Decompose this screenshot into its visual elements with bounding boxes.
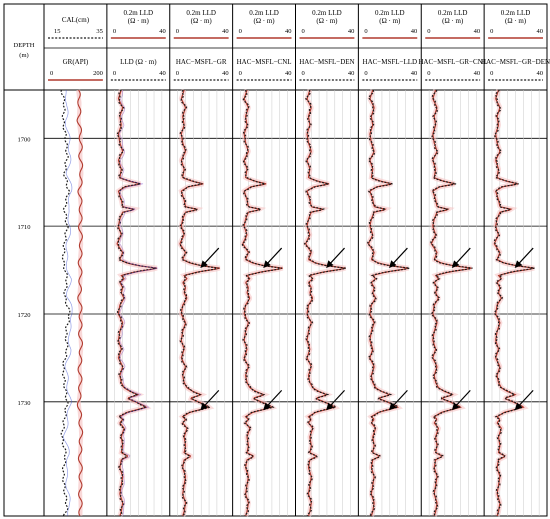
annotation-arrow (388, 247, 408, 268)
measured-resistivity-curve (493, 89, 535, 517)
track-top-curve-unit: (Ω · m) (316, 17, 338, 25)
predicted-resistivity-curve (303, 89, 346, 516)
track-top-curve-name: 0.2m LLD (312, 9, 342, 17)
track-top-scale-max: 40 (474, 28, 481, 35)
track-top-curve-unit: (Ω · m) (505, 17, 527, 25)
track-top-scale-max: 40 (411, 28, 418, 35)
track-top-scale-min: 0 (364, 28, 367, 35)
track-top-scale-min: 15 (54, 28, 61, 35)
track-top-curve-name: 0.2m LLD (501, 9, 531, 17)
track-bottom-scale-min: 0 (364, 70, 367, 77)
track-bottom-scale-min: 0 (302, 70, 305, 77)
track-bottom-curve-name: HAC−MSFL−LLD (363, 58, 418, 66)
annotation-arrow (514, 389, 534, 411)
track-bottom-curve-name: HAC−MSFL−GR−CNL (418, 58, 487, 66)
track-top-scale-max: 40 (537, 28, 544, 35)
track-bottom-scale-max: 40 (537, 70, 544, 77)
depth-axis-unit: (m) (19, 52, 28, 59)
annotation-arrow (326, 389, 345, 411)
track-top-scale-min: 0 (176, 28, 179, 35)
figure-border (3, 3, 548, 517)
track-top-curve-name: 0.2m LLD (124, 9, 154, 17)
track-top-curve-unit: (Ω · m) (379, 17, 401, 25)
track-bottom-scale-min: 0 (176, 70, 179, 77)
annotation-arrow (514, 247, 534, 268)
track-top-scale-max: 40 (159, 28, 166, 35)
track-top-curve-unit: (Ω · m) (442, 17, 464, 25)
track-bottom-scale-max: 40 (348, 70, 355, 77)
frame-layer (3, 3, 548, 517)
predicted-resistivity-curve (430, 89, 473, 517)
track-top-scale-max: 40 (222, 28, 229, 35)
track-bottom-curve-name: HAC−MSFL−GR (176, 58, 227, 66)
annotation-arrow (263, 247, 283, 268)
track-bottom-scale-min: 0 (50, 70, 53, 77)
predicted-resistivity-curve (366, 89, 410, 516)
track-top-scale-min: 0 (113, 28, 116, 35)
depth-axis-label: DEPTH (14, 42, 35, 49)
predicted-resistivity-curve (493, 89, 535, 516)
gr-curve (76, 89, 84, 517)
track-bottom-curve-name: HAC−MSFL−DEN (299, 58, 354, 66)
cal-curve-secondary (63, 89, 73, 516)
depth-tick-label: 1710 (18, 224, 31, 231)
track-bottom-curve-name: GR(API) (63, 58, 89, 66)
track-top-scale-max: 40 (285, 28, 292, 35)
annotation-arrow (451, 247, 471, 268)
depth-tick-label: 1720 (18, 312, 31, 319)
depth-tick-label: 1730 (18, 400, 31, 407)
track-top-curve-name: 0.2m LLD (438, 9, 468, 17)
track-bottom-curve-name: HAC−MSFL−CNL (237, 58, 292, 66)
track-top-curve-name: CAL(cm) (62, 16, 90, 24)
resistivity-curve-halo (240, 89, 284, 517)
track-top-scale-min: 0 (239, 28, 242, 35)
predicted-resistivity-curve (116, 89, 157, 517)
annotation-arrow (263, 389, 283, 411)
depth-tick-label: 1700 (18, 136, 31, 143)
annotation-arrow (326, 247, 345, 268)
resistivity-curve-halo (177, 89, 221, 517)
track-top-curve-name: 0.2m LLD (186, 9, 216, 17)
track-top-curve-unit: (Ω · m) (191, 17, 213, 25)
cal-curve (60, 89, 71, 516)
track-bottom-scale-min: 0 (490, 70, 493, 77)
predicted-resistivity-curve (241, 89, 282, 517)
resistivity-curve-halo (302, 89, 347, 517)
resistivity-curve-secondary (119, 89, 159, 516)
track-bottom-scale-min: 0 (113, 70, 116, 77)
track-top-curve-unit: (Ω · m) (128, 17, 150, 25)
track-bottom-curve-name: HAC−MSFL−GR−DEN (481, 58, 550, 66)
annotation-arrow (200, 389, 220, 411)
annotation-arrow (200, 247, 220, 268)
curve-layer (60, 89, 535, 517)
label-layer: DEPTH (m) 1700 1710 1720 1730 CAL(cm)15 35 GR(AP… (14, 9, 550, 411)
predicted-resistivity-curve (179, 89, 219, 517)
track-bottom-scale-min: 0 (239, 70, 242, 77)
track-top-curve-name: 0.2m LLD (375, 9, 405, 17)
track-bottom-scale-max: 40 (222, 70, 229, 77)
resistivity-curve-halo (491, 89, 535, 517)
track-top-scale-max: 35 (96, 28, 103, 35)
track-top-scale-min: 0 (302, 28, 305, 35)
track-bottom-scale-max: 200 (93, 70, 103, 77)
annotation-arrow (451, 389, 471, 411)
track-top-scale-max: 40 (348, 28, 355, 35)
track-top-curve-unit: (Ω · m) (253, 17, 275, 25)
track-bottom-scale-max: 40 (474, 70, 481, 77)
track-bottom-scale-max: 40 (159, 70, 166, 77)
track-bottom-scale-max: 40 (285, 70, 292, 77)
track-bottom-scale-max: 40 (411, 70, 418, 77)
track-top-scale-min: 0 (490, 28, 493, 35)
track-bottom-scale-min: 0 (427, 70, 430, 77)
track-top-curve-name: 0.2m LLD (249, 9, 279, 17)
track-bottom-curve-name: LLD (Ω · m) (120, 58, 157, 66)
measured-resistivity-curve (242, 89, 283, 517)
track-top-scale-min: 0 (427, 28, 430, 35)
annotation-arrow (388, 389, 408, 411)
